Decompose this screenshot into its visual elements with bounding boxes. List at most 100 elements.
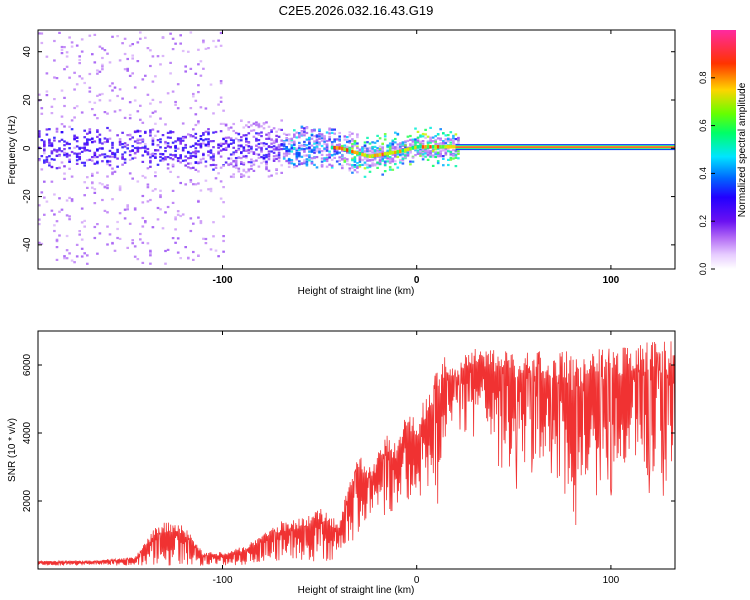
spectrogram-cell [45,90,49,93]
spectrogram-cell [156,218,160,221]
spectrogram-cell [401,143,405,146]
spectrogram-cell [75,136,79,139]
spectrogram-cell [189,152,193,155]
spectrogram-cell [204,237,208,241]
spectrogram-cell [96,155,99,159]
spectrogram-cell [457,157,460,160]
spectrogram-cell [192,128,195,131]
spectrogram-cell [386,160,389,163]
spectrogram-cell [234,160,238,163]
spectrogram-cell [123,68,127,71]
spectrogram-cell [207,154,210,157]
spectrogram-cell [388,142,392,145]
spectrogram-cell [338,151,341,154]
spectrogram-cell [123,208,127,211]
spectrogram-cell [78,146,81,149]
spectrogram-cell [199,135,203,138]
spectrogram-cell [391,145,395,148]
spectrogram-cell [116,148,119,151]
spectrogram-cell [353,150,356,154]
spectrogram-cell [280,119,283,122]
spectrogram-cell [83,147,86,150]
spectrogram-cell [338,163,341,166]
spectrogram-cell [308,142,311,145]
spectrogram-cell [212,235,215,238]
spectrogram-cell [351,138,354,141]
spectrogram-cell [287,142,291,145]
spectrogram-cell [351,152,354,156]
spectrogram-cell [298,155,301,158]
spectrogram-cell [179,257,182,260]
spectrogram-cell [265,153,268,157]
spectrogram-cell [146,183,150,186]
spectrogram-cell [257,146,261,149]
spectrogram-cell [338,146,341,150]
spectrogram-cell [434,155,437,159]
spectrogram-cell [250,167,253,170]
spectrogram-cell [328,153,331,156]
spectrogram-cell [356,136,359,139]
spectrogram-cell [50,209,54,212]
spectrogram-cell [320,139,324,142]
spectrogram-cell [426,143,430,146]
spectrogram-cell [202,67,205,70]
spectrogram-cell [454,149,458,152]
spectrogram-cell [396,150,399,154]
spectrogram-cell [209,149,213,152]
spectrogram-cell [106,159,109,163]
spectrogram-cell [338,144,341,147]
spectrogram-cell [310,162,314,165]
spectrogram-cell [454,155,458,158]
spectrogram-cell [149,102,152,105]
spectrogram-cell [96,130,99,133]
spectrogram-cell [257,142,261,146]
spectrogram-cell [275,157,278,160]
spectrogram-cell [386,149,389,152]
spectrogram-cell [293,135,296,138]
spectrogram-cell [116,236,119,240]
spectrogram-cell [308,156,311,159]
spectrogram-cell [121,155,124,159]
spectrogram-cell [431,149,435,153]
spectrogram-cell [290,147,294,150]
spectrogram-cell [442,148,445,151]
spectrogram-cell [421,140,425,143]
spectrogram-cell [86,159,89,162]
spectrogram-cell [68,252,71,255]
spectrogram-cell [325,165,329,168]
spectrogram-cell [388,161,392,164]
spectrogram-cell [328,129,331,132]
spectrogram-cell [444,145,447,149]
spectrogram-cell [219,100,223,103]
spectrogram-cell [179,155,182,158]
spectrogram-cell [313,147,316,150]
snr-y-tick-label: 6000 [22,353,33,376]
spectrogram-cell [328,163,331,166]
spectrogram-cell [240,173,243,176]
spectrogram-cell [106,140,109,143]
spectrogram-cell [449,145,452,149]
spectrogram-cell [73,136,76,139]
spectrogram-cell [449,131,453,134]
spectrogram-cell [234,164,238,167]
spectrogram-cell [224,142,228,145]
spectrogram-cell [194,142,198,145]
spectrogram-cell [126,208,129,211]
spectrogram-cell [232,175,235,179]
spectrogram-cell [126,204,129,207]
spectrogram-cell [169,157,172,160]
spectrogram-cell [376,149,379,152]
spectrogram-cell [141,140,145,143]
spectrogram-cell [217,146,220,149]
spectrogram-cell [386,155,389,158]
spectrogram-cell [207,47,210,50]
spectrogram-cell [356,162,359,165]
spectrogram-cell [139,37,142,40]
spectrogram-cell [86,143,89,146]
spectrogram-cell [222,201,225,204]
spectrogram-cell [308,154,311,157]
spectrogram-cell [237,133,241,136]
spectrogram-cell [457,149,460,152]
spectrogram-cell [80,111,84,114]
